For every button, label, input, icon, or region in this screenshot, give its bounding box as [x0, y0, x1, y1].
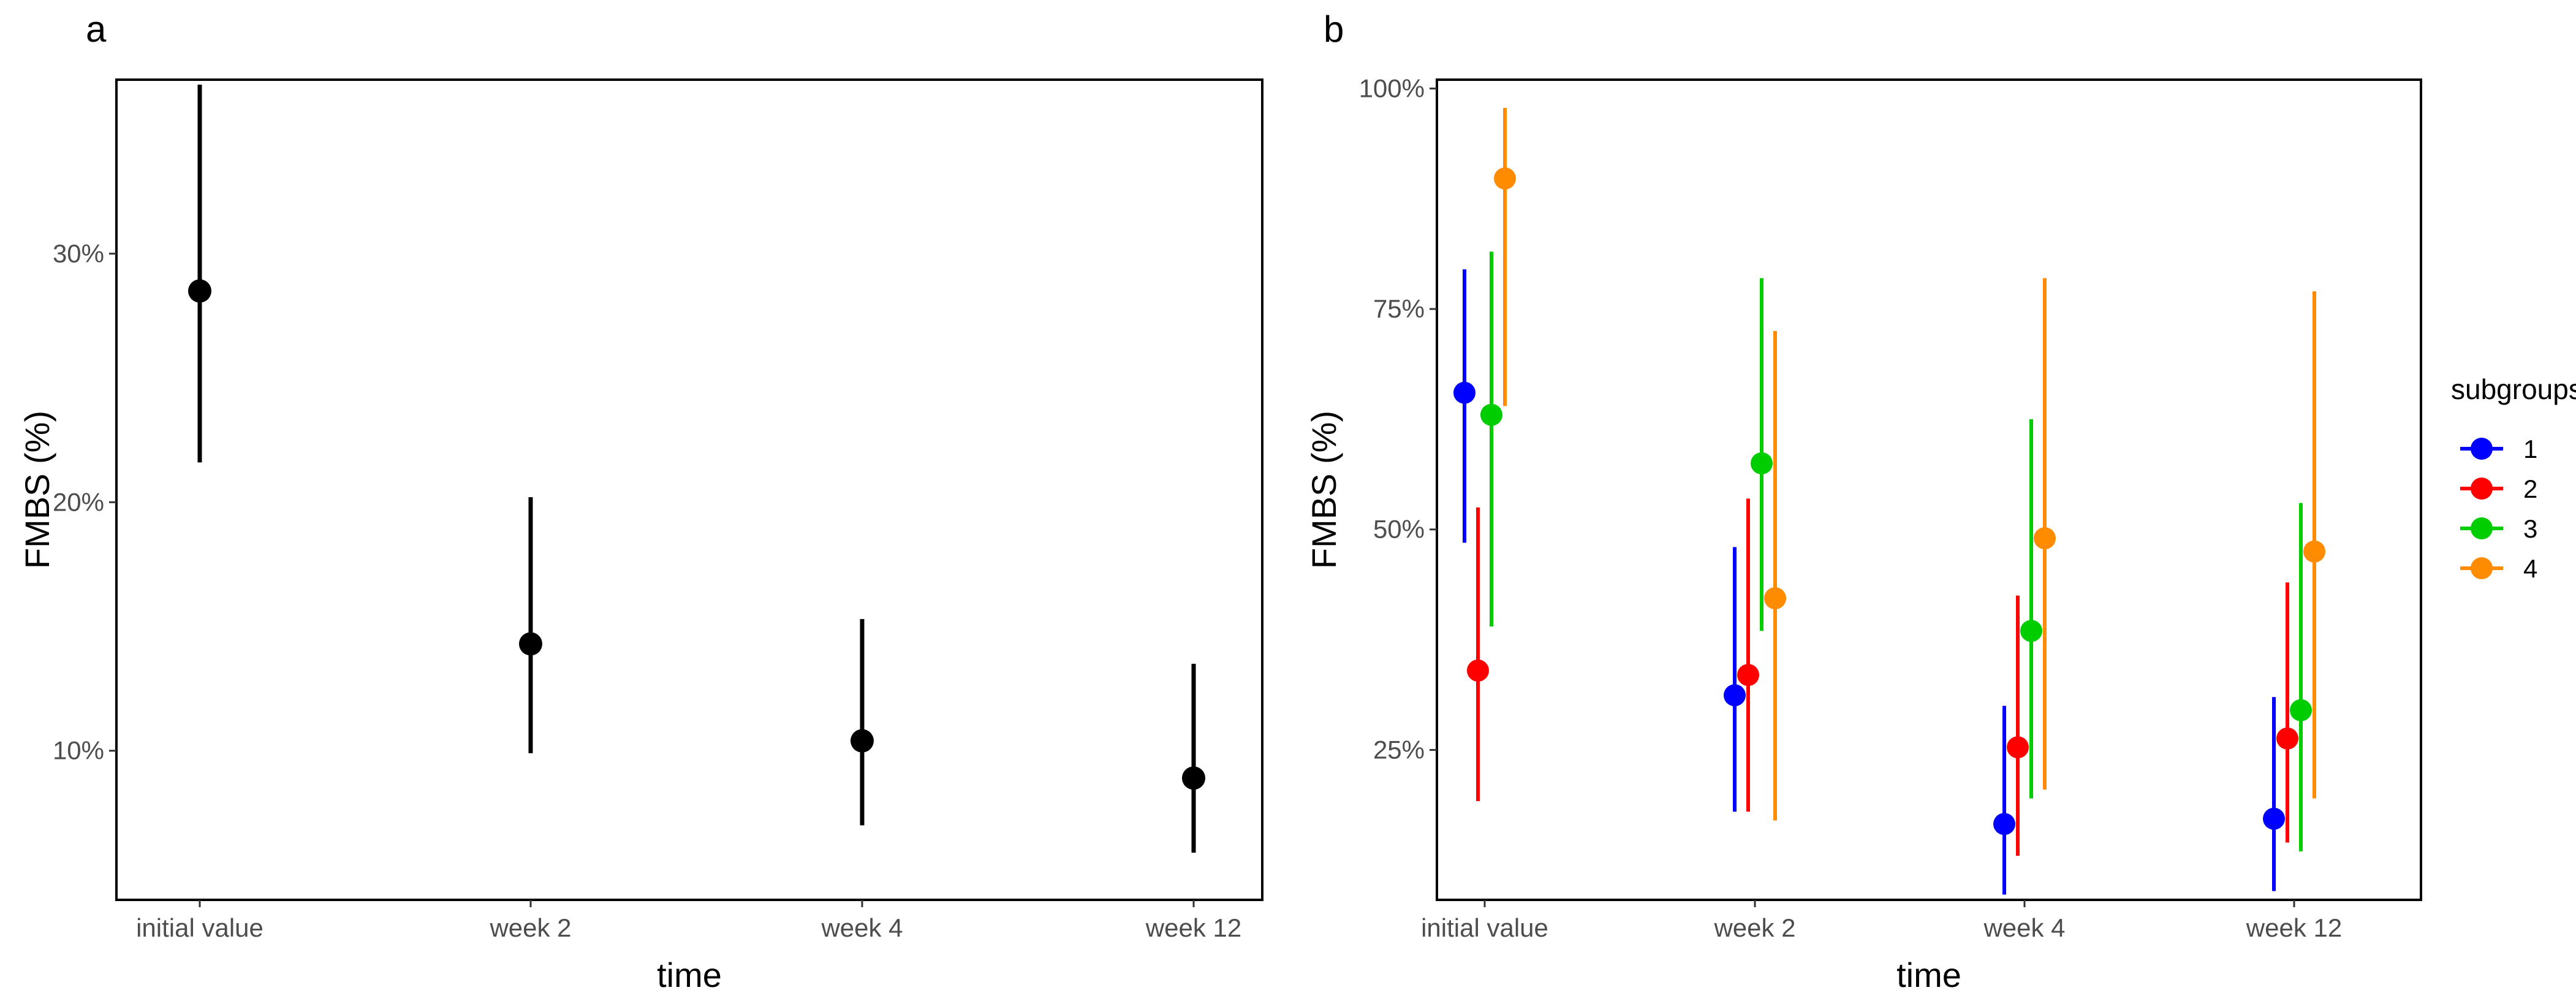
x-axis-title-b: time — [1896, 956, 1961, 994]
x-tick-label-a-1: week 2 — [489, 913, 571, 942]
x-tick-label-a-3: week 12 — [1145, 913, 1241, 942]
y-axis-title-b: FMBS (%) — [1305, 411, 1343, 569]
legend-title: subgroups — [2451, 373, 2576, 405]
legend-key-point-1 — [2471, 438, 2493, 460]
point-b-s0-3 — [2263, 807, 2285, 830]
legend-key-point-2 — [2471, 478, 2493, 500]
marks-b — [1453, 108, 2325, 895]
point-b-s3-0 — [1494, 167, 1516, 190]
y-axis-title-a: FMBS (%) — [18, 411, 56, 569]
legend-key-point-3 — [2471, 517, 2493, 539]
y-ticks-b: 25% 50% 75% 100% — [1359, 74, 1437, 764]
plot-frame-a — [115, 78, 1263, 901]
point-b-s2-1 — [1751, 452, 1773, 474]
point-b-s3-1 — [1764, 587, 1786, 609]
x-ticks-a: initial value week 2 week 4 week 12 — [136, 900, 1241, 942]
point-b-s1-2 — [2007, 736, 2029, 759]
x-tick-label-a-0: initial value — [136, 913, 263, 942]
x-ticks-b: initial value week 2 week 4 week 12 — [1421, 900, 2342, 942]
chart-b: b 25% 50% 75% 100% initial value week 2 week … — [1305, 9, 2576, 994]
point-b-s1-3 — [2276, 727, 2298, 750]
point-b-s1-1 — [1737, 664, 1759, 687]
x-tick-label-b-2: week 4 — [1983, 913, 2065, 942]
legend-label-2: 2 — [2523, 474, 2537, 503]
panel-letter-a: a — [86, 9, 107, 50]
x-tick-label-b-3: week 12 — [2246, 913, 2342, 942]
chart-a: a 10% 20% 30% initial value week 2 week 4 wee… — [18, 9, 1263, 994]
legend: subgroups 1 2 3 4 — [2451, 373, 2576, 583]
point-b-s3-3 — [2303, 540, 2325, 563]
marks-a — [188, 85, 1205, 853]
y-tick-label-b-1: 50% — [1373, 515, 1425, 544]
point-b-s0-2 — [1993, 813, 2015, 835]
y-tick-label-a-2: 30% — [53, 239, 104, 268]
x-tick-label-b-0: initial value — [1421, 913, 1548, 942]
point-a-s0-2 — [850, 729, 874, 753]
y-tick-label-b-3: 100% — [1359, 74, 1425, 102]
y-tick-label-b-2: 75% — [1373, 294, 1425, 323]
x-axis-title-a: time — [657, 956, 722, 994]
point-b-s0-0 — [1453, 381, 1476, 404]
point-b-s1-0 — [1467, 659, 1489, 682]
x-tick-label-a-2: week 4 — [820, 913, 903, 942]
x-tick-label-b-1: week 2 — [1713, 913, 1795, 942]
point-a-s0-3 — [1182, 766, 1205, 790]
panel-letter-b: b — [1324, 9, 1344, 50]
legend-label-3: 3 — [2523, 514, 2537, 543]
legend-key-point-4 — [2471, 557, 2493, 579]
y-tick-label-b-0: 25% — [1373, 735, 1425, 764]
plot-frame-b — [1436, 78, 2422, 901]
legend-label-4: 4 — [2523, 554, 2537, 583]
point-b-s0-1 — [1724, 684, 1746, 707]
legend-label-1: 1 — [2523, 435, 2537, 463]
point-b-s2-3 — [2290, 699, 2312, 721]
point-a-s0-0 — [188, 279, 211, 303]
point-a-s0-1 — [519, 632, 542, 656]
y-tick-label-a-1: 20% — [53, 487, 104, 516]
y-tick-label-a-0: 10% — [53, 736, 104, 765]
point-b-s3-2 — [2034, 527, 2056, 550]
point-b-s2-2 — [2020, 620, 2042, 642]
point-b-s2-0 — [1480, 403, 1502, 426]
y-ticks-a: 10% 20% 30% — [53, 239, 116, 765]
